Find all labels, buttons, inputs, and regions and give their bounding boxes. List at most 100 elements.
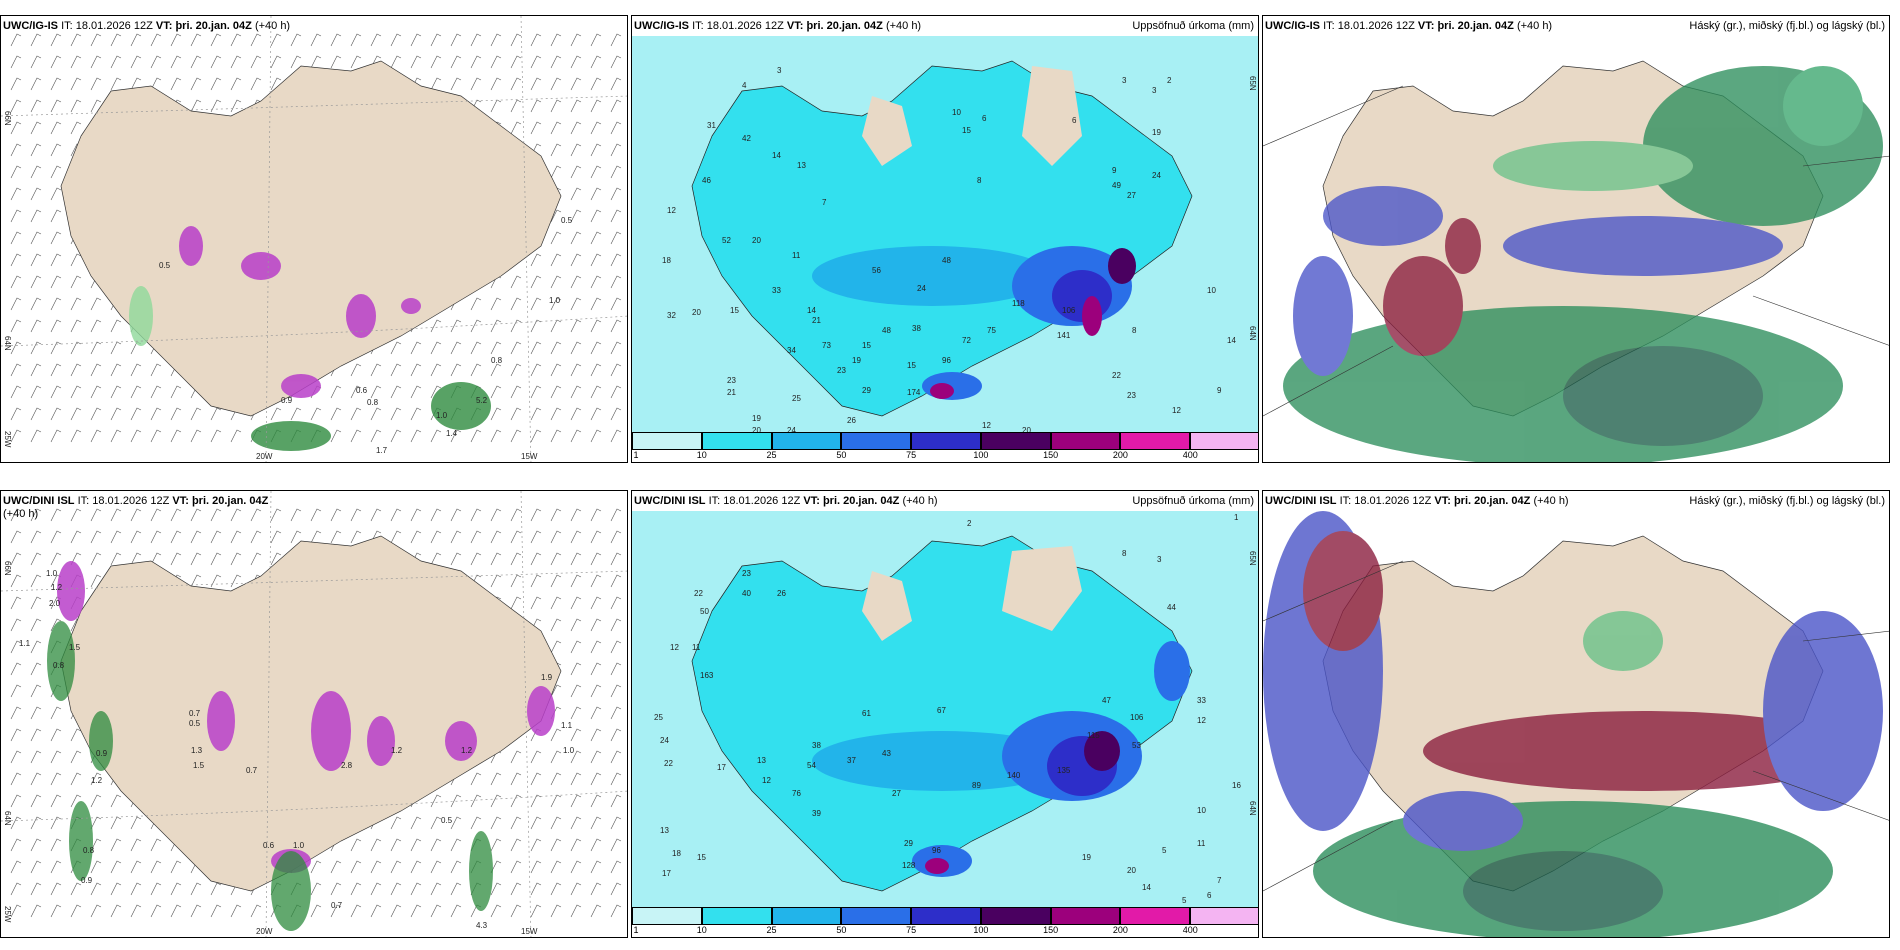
value-label: 48 [882, 326, 891, 335]
wind-barb [250, 77, 262, 91]
lat-label: 64N [3, 336, 12, 351]
wind-barb [570, 772, 582, 786]
colorbar-label: 1 [633, 925, 639, 935]
value-label: 23 [742, 569, 751, 578]
panel-title: UWC/IG-IS IT: 18.01.2026 12Z VT: þri. 20… [1265, 20, 1553, 32]
wind-barb [50, 33, 62, 47]
wind-barb [550, 231, 562, 245]
wind-barb [570, 341, 582, 355]
wind-barb [390, 860, 402, 874]
wind-barb [590, 231, 602, 245]
wind-barb [410, 55, 422, 69]
wind-barb [390, 341, 402, 355]
wind-barb [590, 55, 602, 69]
lat-label: 64N [1248, 801, 1257, 816]
wind-barb [550, 618, 562, 632]
wind-barb [110, 794, 122, 808]
value-label: 0.9 [81, 876, 93, 885]
wind-barb [350, 33, 362, 47]
wind-barb [530, 838, 542, 852]
value-label: 1.0 [46, 569, 58, 578]
wind-barb [430, 429, 442, 443]
wind-barb [610, 55, 622, 69]
wind-barb [590, 385, 602, 399]
wind-barb [610, 429, 622, 443]
wind-barb [50, 728, 62, 742]
value-label: 1 [1234, 513, 1239, 522]
wind-barb [50, 794, 62, 808]
value-label: 50 [700, 607, 709, 616]
wind-barb [230, 574, 242, 588]
wind-barb [570, 684, 582, 698]
wind-barb [90, 552, 102, 566]
wind-barb [50, 530, 62, 544]
wind-barb [230, 33, 242, 47]
wind-barb [530, 530, 542, 544]
wind-barb [610, 882, 622, 896]
wind-barb [550, 363, 562, 377]
value-label: 38 [912, 324, 921, 333]
wind-barb [410, 860, 422, 874]
wind-barb [210, 33, 222, 47]
wind-barb [590, 121, 602, 135]
cloud-layers [1263, 511, 1883, 937]
wind-barb [590, 860, 602, 874]
value-label: 6 [1207, 891, 1212, 900]
snow-layer [57, 561, 555, 873]
wind-barb [570, 508, 582, 522]
wind-barb [50, 772, 62, 786]
wind-barb [550, 530, 562, 544]
value-label: 1.2 [91, 776, 103, 785]
wind-barb [90, 508, 102, 522]
wind-barb [230, 508, 242, 522]
wind-barb [110, 882, 122, 896]
wind-barb [30, 275, 42, 289]
value-label: 47 [1102, 696, 1111, 705]
wind-barb [590, 750, 602, 764]
wind-barb [70, 552, 82, 566]
map-panel-wind-igis: UWC/IG-IS IT: 18.01.2026 12Z VT: þri. 20… [0, 15, 628, 463]
colorbar-legend: 1 10 25 50 75 100 150 200 400 [632, 907, 1258, 937]
wind-barb [310, 882, 322, 896]
wind-barb [550, 209, 562, 223]
value-label: 10 [952, 108, 961, 117]
wind-barb [610, 596, 622, 610]
lat-label: 65N [1248, 551, 1257, 566]
wind-barb [10, 385, 22, 399]
value-label: 61 [862, 709, 871, 718]
value-label: 3 [777, 66, 782, 75]
wind-barb [390, 363, 402, 377]
wind-barb [390, 33, 402, 47]
wind-barb [590, 552, 602, 566]
wind-barb [150, 860, 162, 874]
wind-barb [490, 772, 502, 786]
value-label: 1.0 [293, 841, 305, 850]
wind-barb [610, 530, 622, 544]
wind-barb [30, 209, 42, 223]
value-label: 43 [882, 749, 891, 758]
wind-barb [550, 297, 562, 311]
wind-barb [10, 508, 22, 522]
wind-barb [10, 640, 22, 654]
wind-barb [50, 552, 62, 566]
panel-field-title: Háský (gr.), miðský (fj.bl.) og lágský (… [1689, 20, 1885, 32]
wind-barb [330, 530, 342, 544]
value-label: 0.6 [263, 841, 275, 850]
value-label: 56 [872, 266, 881, 275]
value-label: 1.3 [191, 746, 203, 755]
value-label: 14 [772, 151, 781, 160]
wind-barb [50, 55, 62, 69]
wind-barb [470, 429, 482, 443]
wind-barb [550, 552, 562, 566]
wind-barb [70, 508, 82, 522]
wind-barb [610, 209, 622, 223]
wind-barb [90, 860, 102, 874]
colorbar-swatch [1120, 432, 1191, 450]
wind-barb [570, 297, 582, 311]
wind-barb [150, 882, 162, 896]
wind-barb [90, 407, 102, 421]
wind-barb [370, 838, 382, 852]
value-label: 21 [812, 316, 821, 325]
wind-barb [610, 143, 622, 157]
wind-barb [550, 640, 562, 654]
